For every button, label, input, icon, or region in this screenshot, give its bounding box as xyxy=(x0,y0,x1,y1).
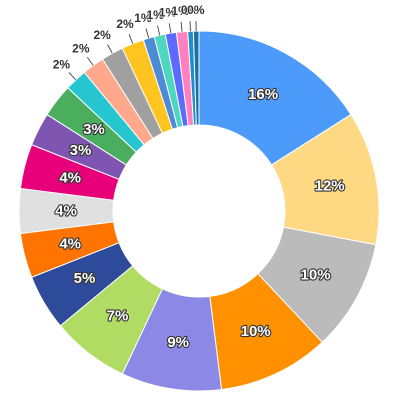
leader-line-15 xyxy=(128,34,134,44)
slice-label-14: 2% xyxy=(93,28,111,42)
leader-line-13 xyxy=(86,56,94,66)
leader-line-16 xyxy=(145,28,150,39)
slice-label-7: 4% xyxy=(59,236,81,253)
slice-0 xyxy=(198,30,352,166)
slice-label-2: 10% xyxy=(301,267,331,284)
slice-label-9: 4% xyxy=(59,169,81,186)
chart-slices xyxy=(18,30,380,392)
leader-line-14 xyxy=(107,44,113,54)
slice-label-8: 4% xyxy=(55,203,77,220)
slice-label-1: 12% xyxy=(315,178,345,195)
slice-label-5: 7% xyxy=(107,308,129,325)
slice-label-12: 2% xyxy=(53,57,71,71)
slice-labels: 16%12%10%10%9%7%5%4%4%4%3%3%2%2%2%2% 1%1%… xyxy=(52,2,346,352)
slice-label-3: 10% xyxy=(241,323,271,340)
slice-label-0: 16% xyxy=(248,86,278,103)
leader-line-19 xyxy=(180,21,183,32)
slice-label-17: 1% xyxy=(146,8,164,22)
slice-label-11: 3% xyxy=(83,121,105,138)
slice-21 xyxy=(192,30,200,126)
slice-label-15: 2% xyxy=(116,17,134,31)
slice-label-18: 1% xyxy=(159,5,177,19)
slice-label-10: 3% xyxy=(70,142,92,159)
slice-label-21: 0% xyxy=(187,3,205,17)
slice-label-19: 1% xyxy=(171,4,189,18)
slice-label-20: 0% xyxy=(181,3,199,17)
leader-line-18 xyxy=(168,23,172,34)
slice-label-6: 5% xyxy=(74,270,96,287)
leader-line-12 xyxy=(68,72,77,81)
slice-label-4: 9% xyxy=(167,334,189,351)
slice-label-16: 1% xyxy=(134,11,152,25)
leader-lines xyxy=(68,21,197,81)
slice-label-13: 2% xyxy=(72,41,90,55)
leader-line-17 xyxy=(157,25,161,36)
